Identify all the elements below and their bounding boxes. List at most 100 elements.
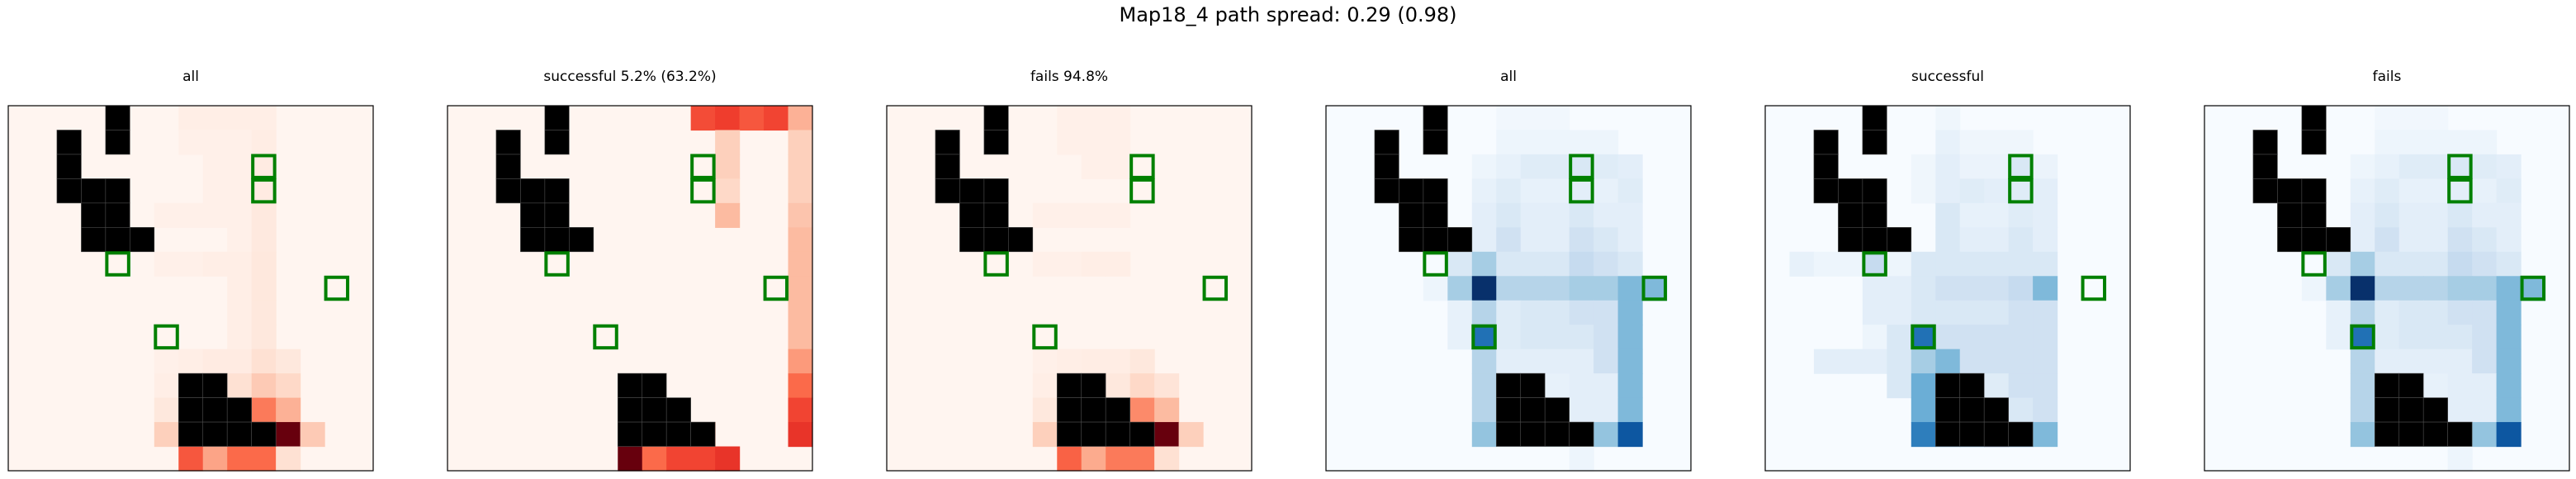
heat-cell — [690, 106, 716, 131]
heat-cell — [1935, 106, 1961, 131]
heat-cell — [1545, 300, 1570, 325]
heat-cell — [1984, 325, 2010, 350]
obstacle-cell — [81, 202, 107, 228]
heat-cell — [1959, 300, 1985, 325]
heat-cell — [1593, 349, 1619, 374]
obstacle-cell — [1544, 397, 1570, 423]
heat-cell — [1545, 154, 1570, 179]
heat-cell — [2350, 373, 2375, 399]
obstacle-cell — [105, 178, 130, 204]
heat-cell — [1520, 300, 1546, 325]
heat-cell — [1520, 106, 1546, 131]
obstacle-cell — [178, 397, 204, 423]
heat-cell — [251, 325, 277, 350]
obstacle-cell — [2252, 130, 2278, 155]
heat-cell — [2033, 276, 2058, 301]
heat-cell — [1545, 178, 1570, 204]
heat-cell — [154, 373, 179, 399]
obstacle-cell — [1081, 421, 1106, 447]
obstacle-cell — [1447, 227, 1473, 253]
panel-title: all — [1500, 69, 1517, 85]
heat-cell — [1593, 300, 1619, 325]
heat-cell — [1984, 373, 2010, 399]
heat-cell — [764, 106, 789, 131]
heat-cell — [2447, 446, 2473, 472]
heat-cell — [2398, 227, 2424, 253]
obstacle-cell — [2301, 178, 2327, 204]
heat-cell — [1959, 130, 1985, 155]
heat-cell — [1617, 422, 1643, 448]
figure-suptitle: Map18_4 path spread: 0.29 (0.98) — [1119, 3, 1457, 26]
heat-cell — [251, 397, 277, 423]
heat-cell — [1935, 300, 1961, 325]
target-marker — [763, 275, 789, 301]
obstacle-cell — [642, 421, 667, 447]
heat-cell — [2375, 202, 2400, 228]
obstacle-cell — [81, 178, 107, 204]
heat-cell — [1911, 325, 1936, 350]
heat-cell — [2008, 373, 2034, 399]
target-marker — [1032, 324, 1058, 350]
heat-cell — [1862, 300, 1887, 325]
heat-cell — [1569, 349, 1594, 374]
heat-cell — [1471, 300, 1497, 325]
obstacle-cell — [983, 227, 1009, 253]
obstacle-cell — [178, 421, 204, 447]
heat-cell — [1496, 325, 1522, 350]
heat-cell — [1496, 130, 1522, 155]
obstacle-cell — [1862, 105, 1887, 130]
heat-cell — [2423, 251, 2449, 277]
heat-cell — [1838, 251, 1863, 277]
heat-cell — [2423, 154, 2449, 179]
obstacle-cell — [202, 397, 228, 423]
heat-cell — [1862, 276, 1887, 301]
heat-cell — [1617, 227, 1643, 253]
heat-cell — [1887, 276, 1912, 301]
heat-cell — [2350, 178, 2375, 204]
heat-cell — [178, 251, 204, 277]
obstacle-cell — [2008, 421, 2034, 447]
heat-cell — [2447, 325, 2473, 350]
heat-cell — [276, 373, 301, 399]
heat-cell — [1569, 178, 1594, 204]
heat-cell — [2326, 300, 2351, 325]
obstacle-cell — [2277, 178, 2303, 204]
heat-cell — [251, 276, 277, 301]
heat-cell — [2472, 251, 2498, 277]
heat-cell — [1984, 130, 2010, 155]
heat-cell — [2447, 397, 2473, 423]
obstacle-cell — [1862, 202, 1887, 228]
heat-cell — [154, 349, 179, 374]
heat-cell — [2398, 154, 2424, 179]
heat-cell — [1447, 251, 1473, 277]
heat-cell — [2033, 251, 2058, 277]
heat-cell — [2326, 325, 2351, 350]
heat-cell — [1935, 154, 1961, 179]
heat-cell — [276, 397, 301, 423]
obstacle-cell — [1862, 227, 1887, 253]
heat-cell — [1471, 202, 1497, 228]
heat-cell — [2375, 227, 2400, 253]
heat-cell — [1081, 202, 1106, 228]
obstacle-cell — [1959, 397, 1985, 423]
heat-cell — [1569, 202, 1594, 228]
heat-cell — [1032, 397, 1058, 423]
heat-cell — [1617, 251, 1643, 277]
heat-cell — [1569, 373, 1594, 399]
heat-cell — [1911, 397, 1936, 423]
obstacle-cell — [56, 178, 82, 204]
heat-cell — [2326, 251, 2351, 277]
heat-cell — [1520, 276, 1546, 301]
obstacle-cell — [983, 202, 1009, 228]
heat-cell — [2423, 276, 2449, 301]
obstacle-cell — [2301, 227, 2327, 253]
obstacle-cell — [1983, 397, 2009, 423]
heat-cell — [2447, 202, 2473, 228]
heat-cell — [2423, 106, 2449, 131]
heat-cell — [2326, 276, 2351, 301]
heat-cell — [1057, 349, 1082, 374]
heat-cell — [1813, 251, 1839, 277]
heat-cell — [1471, 178, 1497, 204]
obstacle-cell — [1813, 178, 1839, 204]
